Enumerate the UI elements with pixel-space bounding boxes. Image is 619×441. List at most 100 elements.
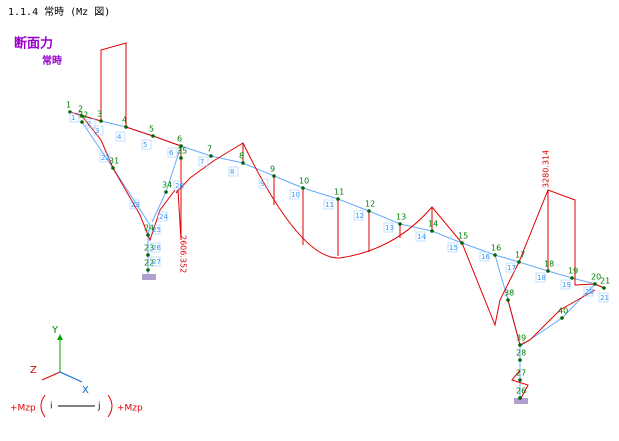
- node-dot: [164, 190, 168, 194]
- member-label: 26: [152, 244, 161, 252]
- node-dot: [602, 286, 606, 290]
- node-dot: [560, 316, 564, 320]
- member-box: [150, 242, 161, 253]
- node-label: 3: [97, 110, 102, 119]
- node-dot: [518, 343, 522, 347]
- node-label: 38: [504, 289, 514, 298]
- node-label: 13: [396, 213, 406, 222]
- node-dot: [301, 186, 305, 190]
- member-box: [150, 224, 161, 235]
- member-box: [505, 262, 516, 273]
- member-label: 4: [117, 133, 122, 141]
- node-label: 15: [458, 232, 468, 241]
- node-label: 24: [144, 224, 154, 233]
- member-box: [447, 242, 458, 253]
- member-label: 24: [159, 213, 168, 221]
- node-dot: [593, 282, 597, 286]
- member-label: 10: [291, 191, 300, 199]
- node-label: 10: [299, 177, 309, 186]
- member-label: 25: [152, 226, 161, 234]
- member-box: [157, 211, 168, 222]
- node-dot: [546, 269, 550, 273]
- member-label: 13: [385, 224, 394, 232]
- node-dot: [179, 156, 183, 160]
- member-label: 2: [87, 120, 91, 128]
- member-box: [93, 125, 104, 136]
- node-dot: [518, 358, 522, 362]
- moment-label: 2606.352: [179, 235, 188, 273]
- node-label: 1: [66, 101, 71, 110]
- member-box: [323, 199, 334, 210]
- member-box: [228, 166, 239, 177]
- member-label: 8: [230, 168, 234, 176]
- node-label: 31: [109, 157, 119, 166]
- node-dot: [209, 154, 213, 158]
- member-label: 1: [71, 114, 75, 122]
- member-box: [383, 222, 394, 233]
- node-dot: [124, 125, 128, 129]
- member-label: 17: [507, 264, 516, 272]
- member-label: 22: [101, 154, 110, 162]
- member-label: 7: [200, 158, 204, 166]
- node-label: 26: [516, 387, 526, 396]
- member-label: 19: [562, 281, 571, 289]
- node-label: 40: [558, 307, 568, 316]
- legend-case: 常時: [42, 54, 62, 67]
- node-label: 18: [544, 260, 554, 269]
- node-label: 6: [177, 135, 182, 144]
- node-dot: [367, 209, 371, 213]
- node-label: 16: [491, 244, 501, 253]
- node-dot: [179, 144, 183, 148]
- node-dot: [336, 197, 340, 201]
- member-label: 20: [585, 288, 594, 296]
- node-dot: [506, 298, 510, 302]
- member-label: 11: [325, 201, 334, 209]
- axis-y: Y: [51, 325, 59, 336]
- node-label: 5: [149, 125, 154, 134]
- member-box: [258, 178, 269, 189]
- node-label: 39: [516, 334, 526, 343]
- axis-z: Z: [30, 365, 37, 376]
- axis-x: X: [82, 385, 89, 396]
- node-dot: [518, 378, 522, 382]
- node-dot: [570, 276, 574, 280]
- node-label: 20: [591, 273, 601, 282]
- node-label: 27: [516, 369, 526, 378]
- legend-title: 断面力: [14, 36, 53, 52]
- member-box: [535, 272, 546, 283]
- node-label: 2: [78, 105, 83, 114]
- node-dot: [517, 260, 521, 264]
- sign-i: i: [50, 402, 53, 412]
- sign-right: +Mzp: [117, 404, 143, 414]
- member-box: [353, 210, 364, 221]
- member-label: 3: [95, 127, 99, 135]
- member-label: 18: [537, 274, 546, 282]
- member-box: [415, 231, 426, 242]
- member-box: [115, 131, 126, 142]
- node-dot: [111, 166, 115, 170]
- member-box: [289, 189, 300, 200]
- node-dot: [398, 222, 402, 226]
- node-label: 28: [516, 349, 526, 358]
- member-box: [598, 292, 609, 303]
- node-dot: [99, 119, 103, 123]
- member-label: 9: [260, 180, 264, 188]
- member-box: [583, 286, 594, 297]
- member-label: 14: [417, 233, 426, 241]
- member-box: [129, 199, 140, 210]
- node-label: 19: [568, 267, 578, 276]
- node-label: 11: [334, 188, 344, 197]
- node-dot: [80, 120, 84, 124]
- node-label: 9: [270, 165, 275, 174]
- member-label: 23: [131, 201, 140, 209]
- member-label: 27: [152, 258, 161, 266]
- member-label: 28: [175, 182, 184, 190]
- node-label: 32: [78, 111, 88, 120]
- moment-label: 3280.314: [542, 150, 551, 188]
- member-label: 12: [355, 212, 364, 220]
- member-box: [560, 279, 571, 290]
- member-box: [479, 251, 490, 262]
- member-box: [99, 152, 110, 163]
- node-dot: [272, 174, 276, 178]
